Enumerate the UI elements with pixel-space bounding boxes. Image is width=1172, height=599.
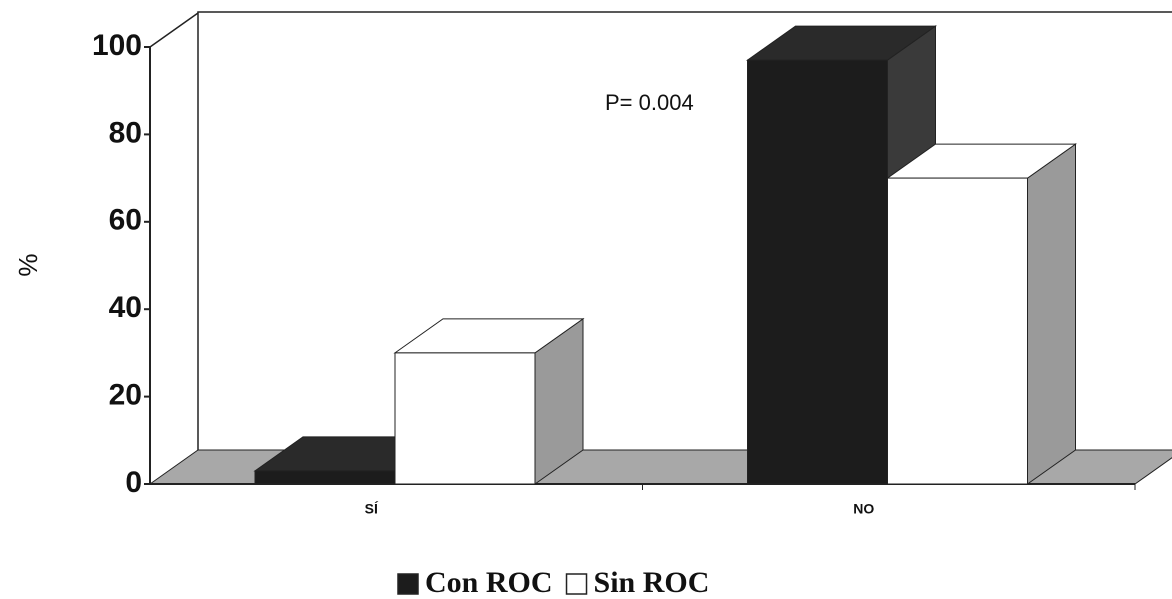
x-tick-label: SÍ: [365, 501, 379, 517]
y-axis-label: %: [13, 253, 43, 276]
bar: [747, 59, 888, 485]
back-wall: [197, 11, 1172, 450]
y-tick-label: 20: [109, 379, 142, 412]
y-tick-label: 0: [125, 466, 142, 499]
legend-label: Con ROC: [425, 566, 553, 599]
y-tick-label: 100: [92, 29, 142, 62]
y-tick-label: 80: [109, 116, 142, 149]
bar: [394, 352, 536, 485]
bar: [254, 470, 396, 485]
legend-label: Sin ROC: [594, 566, 710, 599]
bar-side: [1027, 143, 1076, 485]
y-axis-depth: [149, 12, 199, 48]
x-tick-label: NO: [853, 501, 874, 517]
y-tick-label: 60: [109, 204, 142, 237]
legend-swatch: [397, 573, 419, 595]
annotation: P= 0.004: [605, 90, 694, 115]
y-tick-label: 40: [109, 291, 142, 324]
legend-swatch: [565, 573, 588, 595]
bar: [887, 177, 1028, 485]
